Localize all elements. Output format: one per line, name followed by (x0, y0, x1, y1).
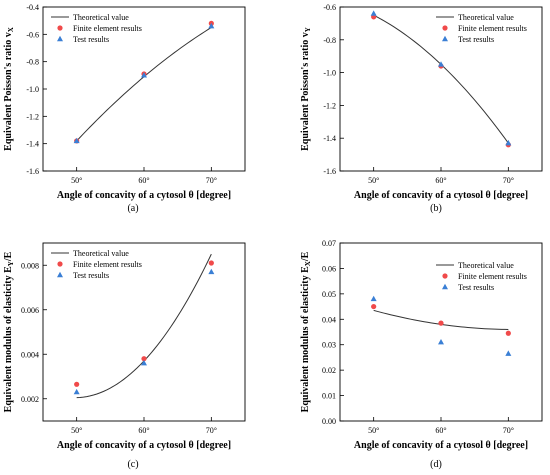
point-test-result (438, 338, 444, 345)
x-tick-label: 50° (368, 176, 379, 185)
y-tick-label: 0.006 (21, 306, 39, 315)
point-finite-element (505, 330, 511, 336)
legend-swatch-triangle (57, 271, 63, 278)
legend-swatch-circle (442, 273, 448, 279)
legend: Theoretical value Finite element results T… (51, 249, 142, 280)
panel-label: (a) (127, 203, 138, 214)
y-tick-label: 0.06 (322, 264, 336, 273)
legend-entry: Finite element results (458, 272, 527, 281)
chart-panel-2: -1.6 -1.4 -1.2 -1.0 -0.8 -0.6 50° 60° 70° Angle o… (300, 3, 543, 214)
point-test-result (370, 10, 377, 16)
y-tick-label: -1.4 (26, 140, 39, 149)
x-tick-label: 60° (435, 426, 446, 435)
x-axis-label: Angle of concavity of a cytosol θ [degre… (354, 440, 528, 451)
point-finite-element (371, 303, 377, 310)
legend-entry: Theoretical value (458, 261, 514, 270)
y-axis-label: Equivalent modulus of elasticity EX/E (300, 251, 312, 412)
y-tick-label: 0.002 (21, 395, 39, 404)
legend-entry: Test results (73, 271, 109, 280)
legend-swatch-triangle (442, 283, 448, 290)
panel-label: (d) (430, 459, 442, 470)
point-test-result (438, 61, 444, 67)
x-axis-label: Angle of concavity of a cytosol θ [degre… (57, 190, 231, 201)
point-test-result (73, 388, 80, 395)
y-tick-label: 0.00 (322, 417, 336, 426)
point-test-result (73, 137, 80, 144)
y-axis-label: Equivalent modulus of elasticity EY/E (3, 251, 15, 412)
x-tick-label: 50° (368, 426, 379, 435)
point-test-result (505, 350, 512, 356)
point-test-result (505, 139, 512, 146)
x-tick-label: 50° (71, 426, 82, 435)
y-tick-label: 0.004 (21, 350, 39, 359)
y-tick-label: 0.07 (322, 239, 336, 248)
y-tick-label: 0.01 (322, 392, 336, 401)
legend: Theoretical value Finite element results T… (436, 261, 527, 292)
legend-entry: Test results (458, 35, 494, 44)
y-tick-label: -1.0 (26, 85, 39, 94)
y-axis-label: Equivalent Poisson's ratio vY (300, 27, 312, 151)
y-tick-label: -1.0 (323, 69, 336, 78)
legend: Theoretical value Finite element results T… (436, 13, 527, 44)
chart-panel-1: -1.6 -1.4 -1.2 -1.0 -0.8 -0.6 -0.4 50° 60° 70° Ang… (3, 3, 246, 214)
legend-entry: Test results (73, 35, 109, 44)
x-tick-label: 60° (138, 426, 149, 435)
series-line-theoretical (373, 309, 509, 330)
legend-swatch-circle (57, 261, 63, 267)
x-axis-label: Angle of concavity of a cytosol θ [degre… (57, 440, 231, 451)
y-tick-label: -1.2 (26, 112, 39, 121)
y-tick-label: -0.8 (323, 36, 336, 45)
point-finite-element (141, 356, 147, 362)
y-tick-label: 0.04 (322, 315, 336, 324)
y-tick-label: -1.6 (26, 167, 39, 176)
panel-label: (b) (430, 203, 442, 214)
legend: Theoretical value Finite element results T… (51, 13, 142, 44)
x-tick-label: 70° (503, 176, 514, 185)
x-tick-label: 60° (138, 176, 149, 185)
panel-label: (c) (127, 459, 138, 470)
legend-swatch-circle (57, 25, 63, 31)
point-test-result (141, 72, 147, 78)
y-tick-label: -0.6 (323, 3, 336, 12)
point-finite-element (438, 320, 444, 326)
legend-entry: Finite element results (73, 24, 142, 33)
x-tick-label: 50° (71, 176, 82, 185)
chart-panel-3: 0.002 0.004 0.006 0.008 50° 60° 70° Angle of co… (3, 242, 246, 470)
legend-swatch-circle (442, 25, 448, 31)
chart-panel-4: 0.00 0.01 0.02 0.03 0.04 0.05 0.06 0.07 50° 60° 70… (300, 239, 543, 470)
legend-entry: Theoretical value (458, 13, 514, 22)
x-tick-label: 70° (206, 426, 217, 435)
legend-entry: Finite element results (73, 260, 142, 269)
x-tick-label: 70° (503, 426, 514, 435)
y-axis-label: Equivalent Poisson's ratio vX (3, 27, 15, 151)
y-tick-label: -0.8 (26, 58, 39, 67)
legend-entry: Finite element results (458, 24, 527, 33)
x-tick-label: 70° (206, 176, 217, 185)
y-tick-label: -1.6 (323, 167, 336, 176)
legend-entry: Theoretical value (73, 249, 129, 258)
y-tick-label: -1.2 (323, 101, 336, 110)
point-test-result (208, 22, 215, 29)
x-axis-label: Angle of concavity of a cytosol θ [degre… (354, 190, 528, 201)
y-tick-label: -1.4 (323, 134, 336, 143)
legend-swatch-triangle (57, 35, 63, 42)
y-tick-label: 0.02 (322, 366, 336, 375)
legend-entry: Test results (458, 283, 494, 292)
y-tick-label: 0.05 (322, 290, 336, 299)
point-finite-element (74, 381, 80, 387)
legend-entry: Theoretical value (73, 13, 129, 22)
y-tick-label: -0.6 (26, 30, 39, 39)
x-tick-label: 60° (435, 176, 446, 185)
series-line-theoretical (76, 27, 212, 142)
legend-swatch-triangle (442, 35, 448, 42)
point-finite-element (208, 260, 214, 266)
point-test-result (208, 268, 215, 275)
y-tick-label: 0.008 (21, 261, 39, 270)
point-test-result (141, 359, 147, 366)
y-tick-label: 0.03 (322, 341, 336, 350)
point-test-result (370, 295, 377, 302)
y-tick-label: -0.4 (26, 3, 39, 12)
plot-frame (42, 242, 246, 422)
